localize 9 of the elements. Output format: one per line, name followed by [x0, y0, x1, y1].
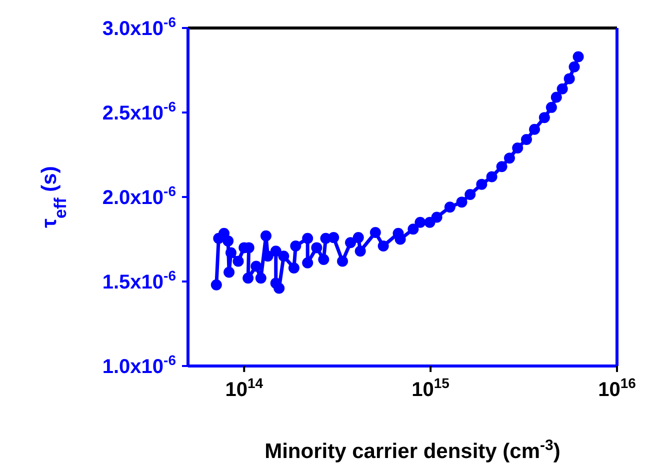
y-tick-label: 3.0x10$^{-6}$ — [102, 14, 176, 40]
x-tick-label: 10$^{16}$ — [598, 375, 636, 401]
y-tick-label: 1.5x10$^{-6}$ — [102, 268, 176, 294]
y-tick-label: 1.0x10$^{-6}$ — [102, 352, 176, 378]
x-tick-label: 10$^{15}$ — [412, 375, 450, 401]
x-axis-title: Minority carrier density (cm$^{-3}$) — [264, 436, 560, 463]
x-tick-label: 10$^{14}$ — [225, 375, 264, 401]
y-tick-label: 2.5x10$^{-6}$ — [102, 98, 176, 124]
y-tick-label: 2.0x10$^{-6}$ — [102, 183, 176, 209]
